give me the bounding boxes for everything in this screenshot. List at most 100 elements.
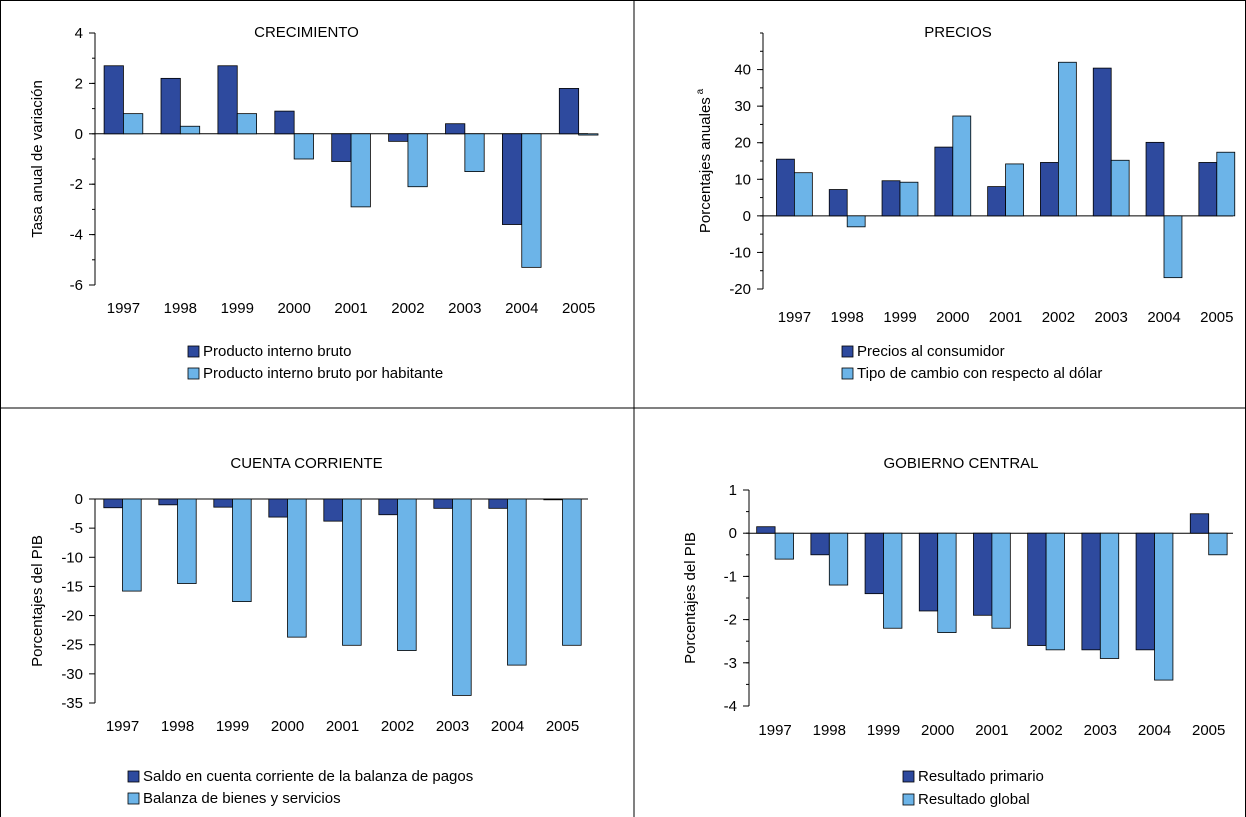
bar-series1 (378, 498, 398, 516)
x-tick-label: 2004 (1147, 309, 1180, 326)
x-tick-label: 2002 (381, 718, 414, 735)
bar-series2 (123, 113, 144, 135)
y-axis-label: Porcentajes del PIB (29, 535, 46, 667)
x-tick-label: 2002 (1042, 309, 1075, 326)
bar-series1 (881, 180, 901, 217)
y-tick-label: 4 (75, 25, 83, 42)
y-tick-label: 0 (75, 126, 83, 143)
legend-label: Precios al consumidor (857, 343, 1005, 360)
bar-series1 (973, 532, 993, 616)
legend-label: Saldo en cuenta corriente de la balanza … (143, 768, 473, 785)
bar-series1 (433, 498, 453, 509)
y-tick-label: -1 (724, 568, 737, 585)
x-tick-label: 2005 (1192, 722, 1225, 739)
x-tick-label: 2000 (271, 718, 304, 735)
y-tick-label: -2 (70, 176, 83, 193)
bar-series2 (1163, 215, 1183, 279)
x-tick-label: 1999 (221, 300, 254, 317)
bar-series2 (1110, 159, 1130, 217)
x-tick-label: 2002 (1029, 722, 1062, 739)
y-tick-label: -10 (61, 549, 83, 566)
bar-series1 (103, 65, 124, 135)
y-tick-label: -2 (724, 612, 737, 629)
chart-title: CUENTA CORRIENTE (230, 455, 382, 472)
bar-series2 (407, 133, 428, 188)
bar-series1 (217, 65, 238, 135)
bar-series2 (236, 113, 257, 135)
bar-series1 (934, 146, 954, 217)
bar-series2 (1058, 61, 1077, 217)
bar-series1 (274, 110, 295, 135)
bar-series1 (1027, 532, 1047, 646)
y-tick-label: -4 (70, 227, 83, 244)
legend-swatch (902, 793, 915, 806)
bar-series2 (828, 532, 849, 586)
x-tick-label: 1997 (758, 722, 791, 739)
bar-series2 (774, 532, 794, 560)
bar-series1 (543, 498, 563, 501)
x-tick-label: 1997 (778, 309, 811, 326)
x-tick-label: 2001 (334, 300, 367, 317)
bar-series1 (1081, 532, 1101, 651)
x-tick-label: 2005 (562, 300, 595, 317)
bar-series1 (1135, 532, 1155, 651)
x-tick-label: 1998 (164, 300, 197, 317)
y-tick-label: -20 (61, 608, 83, 625)
x-tick-label: 2005 (546, 718, 579, 735)
bar-series2 (899, 181, 919, 217)
x-tick-label: 1999 (216, 718, 249, 735)
y-tick-label: -6 (70, 277, 83, 294)
bar-series1 (828, 189, 848, 217)
legend-label: Resultado global (918, 791, 1030, 808)
y-tick-label: 30 (734, 98, 751, 115)
y-tick-label: -10 (729, 244, 751, 261)
legend-label: Producto interno bruto por habitante (203, 365, 443, 382)
chart-title: GOBIERNO CENTRAL (883, 455, 1038, 472)
bar-series1 (864, 532, 884, 595)
bar-series1 (918, 532, 939, 612)
x-tick-label: 1999 (883, 309, 916, 326)
legend-swatch (902, 770, 915, 783)
legend-label: Producto interno bruto (203, 343, 351, 360)
bar-series2 (452, 498, 472, 696)
bar-series2 (342, 498, 362, 646)
y-tick-label: -20 (729, 281, 751, 298)
bar-series2 (846, 215, 866, 228)
x-tick-label: 1999 (867, 722, 900, 739)
crecimiento-chart: CRECIMIENTO Tasa anual de variación -6 -4 -2… (29, 24, 599, 382)
bar-series2 (991, 532, 1011, 629)
y-tick-label: 40 (734, 62, 751, 79)
bar-series2 (287, 498, 307, 638)
chart-title: CRECIMIENTO (254, 24, 359, 41)
bar-series1 (160, 77, 181, 135)
bar-series2 (937, 532, 957, 633)
bar-series2 (1045, 532, 1065, 651)
bar-series1 (1040, 162, 1059, 217)
y-tick-label: 0 (75, 491, 83, 508)
y-tick-label: -25 (61, 637, 83, 654)
x-tick-label: 2001 (975, 722, 1008, 739)
y-tick-label: 0 (729, 525, 737, 542)
bar-series1 (268, 498, 288, 518)
bar-series2 (1216, 151, 1236, 217)
x-tick-label: 1997 (107, 300, 140, 317)
legend-swatch (841, 367, 854, 380)
bar-series1 (558, 88, 580, 135)
y-tick-label: -15 (61, 578, 83, 595)
bar-series2 (521, 133, 542, 268)
bar-series2 (1208, 532, 1228, 556)
y-tick-label: -35 (61, 695, 83, 712)
precios-chart: PRECIOS Porcentajes anuales a -20 -10 0 10 20 3… (695, 24, 1236, 382)
x-tick-label: 2002 (391, 300, 424, 317)
bar-series2 (883, 532, 903, 629)
x-tick-label: 2003 (1084, 722, 1117, 739)
y-tick-label: 1 (729, 482, 737, 499)
bar-series2 (507, 498, 527, 666)
legend-swatch (127, 792, 140, 805)
bar-series2 (1154, 532, 1174, 681)
bar-series1 (103, 498, 123, 509)
bar-series2 (464, 133, 485, 173)
bar-series2 (177, 498, 197, 584)
bar-series2 (232, 498, 252, 602)
